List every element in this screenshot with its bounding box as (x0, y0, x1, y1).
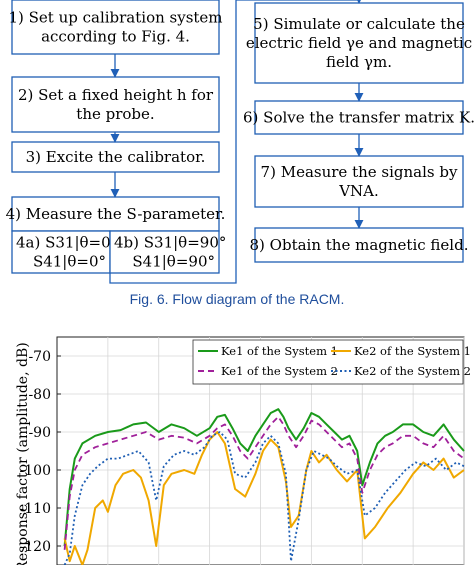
arrow-4-5 (109, 0, 364, 284)
step-1-line-1: 1) Set up calibration system (8, 9, 222, 27)
step-5-line-2: electric field γe and magnetic (246, 34, 472, 52)
y-tick-label: -70 (28, 349, 51, 365)
step-3-line-1: 3) Excite the calibrator. (26, 148, 206, 166)
step-6-line-1: 6) Solve the transfer matrix K. (243, 109, 474, 127)
step-5-line-1: 5) Simulate or calculate the (253, 15, 465, 33)
step-2-line-1: 2) Set a fixed height h for (18, 86, 214, 104)
y-tick-label: -120 (20, 539, 51, 555)
series-line-2 (63, 431, 465, 565)
step-box-5 (254, 2, 464, 84)
legend-label-3: Ke1 of the System 2 (221, 364, 338, 378)
y-tick-label: -80 (28, 387, 51, 403)
step-2-line-2: the probe. (76, 105, 154, 123)
legend-label-4: Ke2 of the System 2 (354, 364, 471, 378)
step-8-line-1: 8) Obtain the magnetic field. (250, 236, 469, 254)
step-4b-line-1: 4b) S31|θ=90° (114, 234, 226, 252)
step-box-4b (109, 230, 220, 274)
legend-label-2: Ke2 of the System 1 (354, 344, 471, 358)
y-axis-label: Response factor (amplitude, dB) (15, 342, 31, 565)
step-4-line-1: 4) Measure the S-parameter. (6, 205, 226, 223)
step-5-line-3: field γm. (326, 53, 392, 71)
y-tick-label: -100 (20, 463, 51, 479)
step-box-7 (254, 155, 464, 208)
response-factor-chart: -70-80-90-100-110-120246810121416Respons… (15, 336, 471, 565)
step-4b-line-2: S41|θ=90° (132, 253, 215, 271)
legend-label-1: Ke1 of the System 1 (221, 344, 338, 358)
series-line-3 (63, 415, 465, 550)
step-box-1 (11, 0, 220, 55)
y-tick-label: -110 (20, 501, 51, 517)
step-box-8 (254, 227, 464, 263)
legend-box (192, 339, 464, 385)
series-line-4 (63, 431, 465, 565)
step-4a-line-1: 4a) S31|θ=0° (16, 234, 118, 252)
y-tick-label: -90 (28, 425, 51, 441)
series-line-1 (63, 408, 465, 547)
step-box-2 (11, 76, 220, 133)
step-7-line-1: 7) Measure the signals by (261, 163, 458, 181)
step-1-line-2: according to Fig. 4. (41, 28, 190, 46)
figure-caption: Fig. 6. Flow diagram of the RACM. (129, 291, 345, 307)
legend: Ke1 of the System 1 Ke2 of the System 1 Ke… (192, 339, 471, 385)
step-box-6 (254, 100, 464, 135)
step-7-line-2: VNA. (338, 182, 379, 200)
step-4a-line-2: S41|θ=0° (33, 253, 106, 271)
